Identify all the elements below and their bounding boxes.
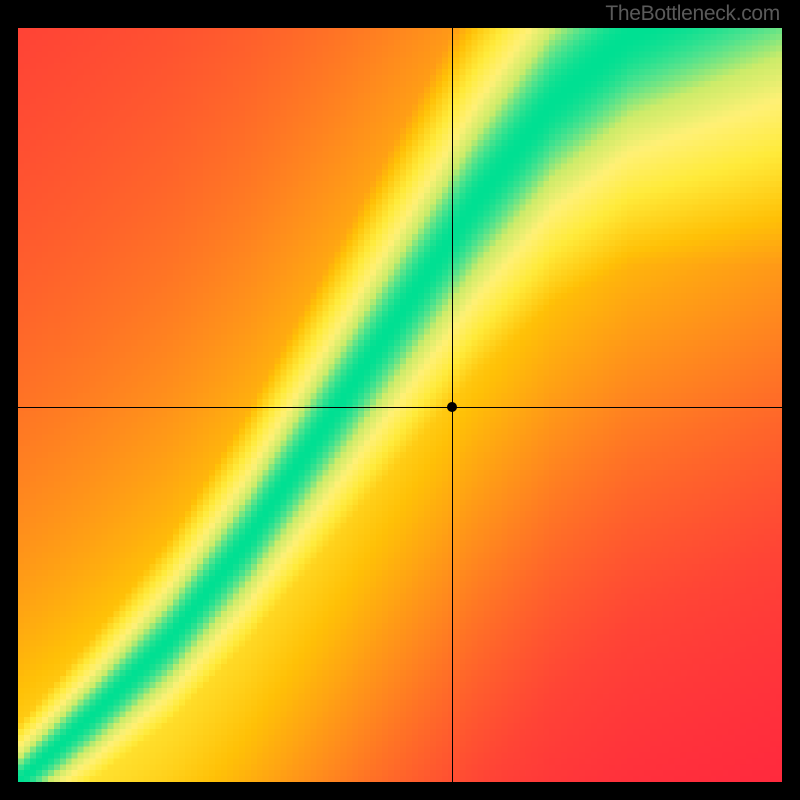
crosshair-marker [447, 402, 457, 412]
crosshair-horizontal [18, 407, 782, 408]
bottleneck-heatmap [18, 28, 782, 782]
watermark-text: TheBottleneck.com [605, 2, 780, 26]
heatmap-canvas [18, 28, 782, 782]
